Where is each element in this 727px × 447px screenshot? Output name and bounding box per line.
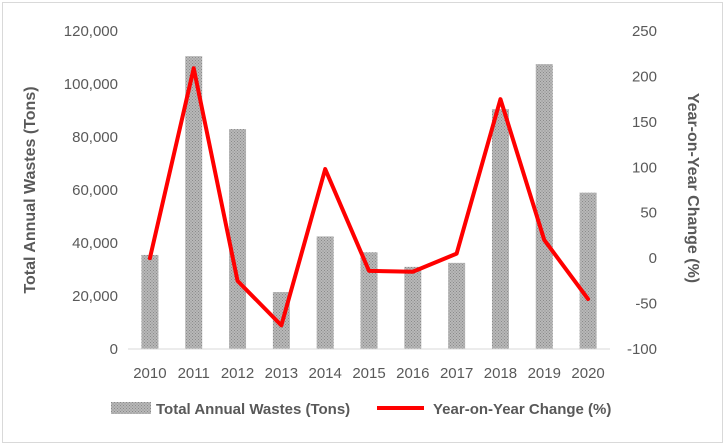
- line-point: [148, 256, 152, 260]
- x-axis-ticks: 2010 2011 2012 2013 2014 2015 2016 2017 2018 2019…: [133, 365, 605, 382]
- left-tick-label: 80,000: [72, 129, 118, 146]
- line-point: [411, 270, 415, 274]
- line-point: [236, 279, 240, 283]
- left-tick-label: 0: [110, 341, 118, 358]
- line-point: [192, 66, 196, 70]
- x-tick-label: 2011: [178, 365, 210, 382]
- right-axis-title: Year-on-Year Change (%): [684, 93, 701, 283]
- bar: [316, 236, 334, 349]
- bar: [448, 262, 466, 349]
- legend-bar-label: Total Annual Wastes (Tons): [156, 401, 350, 418]
- bar: [404, 266, 422, 349]
- line-point: [455, 252, 459, 256]
- line-point: [498, 97, 502, 101]
- x-tick-label: 2014: [308, 365, 341, 382]
- right-tick-label: 50: [640, 205, 657, 222]
- bar: [185, 56, 203, 350]
- legend: Total Annual Wastes (Tons) Year-on-Year …: [111, 401, 611, 418]
- x-tick-label: 2018: [484, 365, 517, 382]
- right-axis-ticks: -100 -50 0 50 100 150 200 250: [627, 23, 657, 358]
- x-tick-label: 2016: [396, 365, 429, 382]
- bar: [579, 192, 597, 349]
- x-tick-label: 2015: [352, 365, 385, 382]
- left-tick-label: 120,000: [64, 23, 118, 40]
- x-tick-label: 2010: [133, 365, 166, 382]
- bar-series: [141, 56, 597, 350]
- line-point: [323, 167, 327, 171]
- line-point: [367, 269, 371, 273]
- bar: [535, 64, 553, 349]
- chart-frame: [2, 2, 723, 443]
- left-tick-label: 60,000: [72, 182, 118, 199]
- left-tick-label: 20,000: [72, 288, 118, 305]
- bar: [229, 129, 247, 349]
- left-tick-label: 100,000: [64, 76, 118, 93]
- right-tick-label: 0: [649, 250, 657, 267]
- bar: [360, 252, 378, 349]
- x-tick-label: 2019: [528, 365, 561, 382]
- left-tick-label: 40,000: [72, 235, 118, 252]
- legend-line-label: Year-on-Year Change (%): [433, 401, 611, 418]
- right-tick-label: -50: [635, 296, 657, 313]
- line-point: [586, 297, 590, 301]
- x-tick-label: 2017: [440, 365, 473, 382]
- bar: [491, 109, 509, 349]
- line-point: [279, 323, 283, 327]
- right-tick-label: 250: [632, 23, 657, 40]
- legend-bar-swatch: [111, 402, 151, 414]
- line-series: [147, 66, 591, 328]
- x-tick-label: 2012: [221, 365, 254, 382]
- bar: [141, 254, 159, 349]
- x-tick-label: 2013: [265, 365, 298, 382]
- line-point: [542, 238, 546, 242]
- right-tick-label: 200: [632, 68, 657, 85]
- left-axis-ticks: 0 20,000 40,000 60,000 80,000 100,000 120,000: [64, 23, 118, 358]
- right-tick-label: 100: [632, 159, 657, 176]
- x-tick-label: 2020: [571, 365, 604, 382]
- left-axis-title: Total Annual Wastes (Tons): [22, 86, 39, 293]
- right-tick-label: -100: [627, 341, 657, 358]
- right-tick-label: 150: [632, 114, 657, 131]
